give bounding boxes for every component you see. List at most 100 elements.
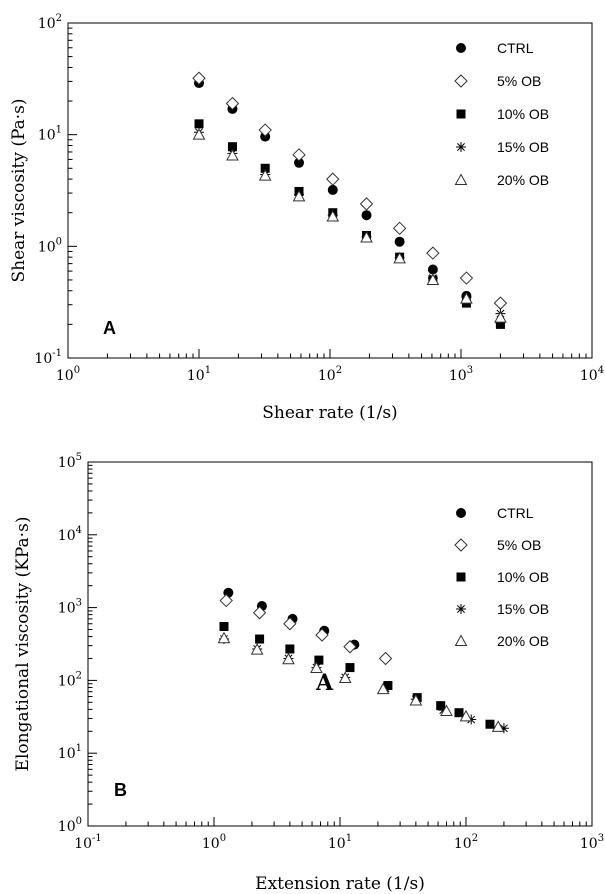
y-tick-label: 103 bbox=[58, 598, 82, 617]
data-point bbox=[409, 693, 423, 706]
x-tick-label: 100 bbox=[202, 833, 226, 852]
y-tick-label: 101 bbox=[38, 125, 62, 144]
data-point bbox=[438, 705, 449, 716]
data-point bbox=[376, 682, 390, 695]
legend-marker bbox=[456, 604, 466, 614]
data-point bbox=[192, 71, 206, 85]
data-point bbox=[192, 128, 206, 140]
legend-marker bbox=[454, 538, 468, 552]
data-point bbox=[258, 169, 272, 181]
data-point bbox=[310, 661, 323, 674]
y-tick-label: 105 bbox=[58, 452, 82, 471]
legend-marker bbox=[456, 142, 466, 152]
legend: CTRL 5% OB 10% OB 15% OB 20% OB bbox=[454, 505, 549, 649]
data-point bbox=[426, 246, 440, 260]
data-point bbox=[498, 723, 509, 734]
data-point bbox=[392, 221, 407, 236]
data-point bbox=[454, 708, 464, 718]
panel-label: A bbox=[103, 318, 116, 338]
legend-marker bbox=[456, 109, 466, 119]
data-points bbox=[217, 587, 509, 734]
data-point bbox=[493, 296, 508, 310]
y-tick-label: 101 bbox=[58, 743, 82, 762]
data-point bbox=[194, 119, 204, 129]
legend-marker bbox=[456, 508, 466, 518]
legend-entry: 5% OB bbox=[497, 537, 541, 553]
legend-marker bbox=[456, 43, 466, 53]
legend-entry: 20% OB bbox=[497, 633, 549, 649]
x-axis-label: Extension rate (1/s) bbox=[255, 874, 425, 894]
legend-marker bbox=[454, 634, 468, 646]
x-tick-label: 100 bbox=[56, 365, 80, 384]
y-axis-ticks: 10-1 100 101 102 bbox=[34, 13, 77, 367]
legend-marker bbox=[454, 173, 468, 185]
data-point bbox=[495, 319, 505, 329]
data-point bbox=[225, 96, 240, 111]
y-tick-label: 104 bbox=[58, 525, 82, 544]
data-point bbox=[219, 593, 233, 608]
legend-entry: 15% OB bbox=[497, 601, 549, 617]
data-point bbox=[427, 264, 438, 275]
legend-entry: 5% OB bbox=[497, 73, 541, 89]
data-point bbox=[292, 189, 306, 202]
y-tick-label: 102 bbox=[38, 13, 62, 32]
y-tick-label: 102 bbox=[58, 670, 82, 689]
data-point bbox=[255, 634, 265, 644]
x-tick-label: 103 bbox=[449, 365, 473, 384]
data-point bbox=[292, 148, 306, 162]
legend-entry: CTRL bbox=[497, 505, 534, 521]
data-point bbox=[359, 197, 374, 211]
data-point bbox=[460, 292, 473, 304]
y-axis-ticks: 100 101 102 103 104 105 bbox=[58, 452, 97, 835]
data-point bbox=[494, 311, 507, 323]
x-tick-label: 104 bbox=[580, 365, 604, 384]
data-points bbox=[192, 71, 508, 329]
legend-entry: 15% OB bbox=[497, 139, 549, 155]
data-point bbox=[283, 617, 297, 631]
legend-entry: 10% OB bbox=[497, 569, 549, 585]
data-point bbox=[393, 251, 406, 264]
x-tick-label: 102 bbox=[454, 833, 478, 852]
data-point bbox=[250, 643, 264, 655]
x-axis-ticks: 100 101 102 103 104 bbox=[56, 349, 604, 384]
data-point bbox=[252, 606, 267, 620]
data-point bbox=[485, 719, 495, 729]
data-point bbox=[315, 628, 329, 642]
data-point bbox=[360, 230, 373, 243]
legend-marker bbox=[454, 74, 468, 88]
data-point bbox=[217, 631, 231, 644]
x-tick-label: 10-1 bbox=[74, 833, 102, 852]
x-axis-ticks: 10-1 100 101 102 103 bbox=[74, 817, 604, 852]
x-tick-label: 101 bbox=[187, 365, 211, 384]
data-point bbox=[260, 163, 270, 173]
legend-entry: 20% OB bbox=[497, 172, 549, 188]
y-tick-label: 10-1 bbox=[34, 348, 62, 367]
y-tick-label: 100 bbox=[58, 816, 82, 835]
panel-label: B bbox=[114, 780, 127, 800]
data-point bbox=[440, 704, 453, 716]
data-point bbox=[338, 671, 352, 683]
data-point bbox=[361, 210, 372, 221]
data-point bbox=[294, 157, 305, 168]
x-tick-label: 103 bbox=[580, 833, 604, 852]
y-axis-label: Shear viscosity (Pa·s) bbox=[9, 98, 29, 282]
y-axis-label: Elongational viscosity (KPa·s) bbox=[13, 517, 33, 772]
data-point bbox=[227, 142, 237, 152]
x-axis-label: Shear rate (1/s) bbox=[262, 403, 397, 423]
data-point bbox=[426, 273, 440, 285]
data-point bbox=[327, 184, 338, 195]
data-point bbox=[343, 640, 357, 654]
data-point bbox=[314, 655, 324, 665]
data-point bbox=[436, 701, 446, 711]
data-point bbox=[282, 652, 295, 665]
y-tick-label: 100 bbox=[38, 236, 62, 255]
data-point bbox=[459, 709, 473, 722]
legend-entry: 10% OB bbox=[497, 106, 549, 122]
overlay-label: A bbox=[315, 670, 334, 696]
data-point bbox=[285, 644, 295, 654]
data-point bbox=[326, 209, 340, 222]
data-point bbox=[378, 651, 393, 666]
